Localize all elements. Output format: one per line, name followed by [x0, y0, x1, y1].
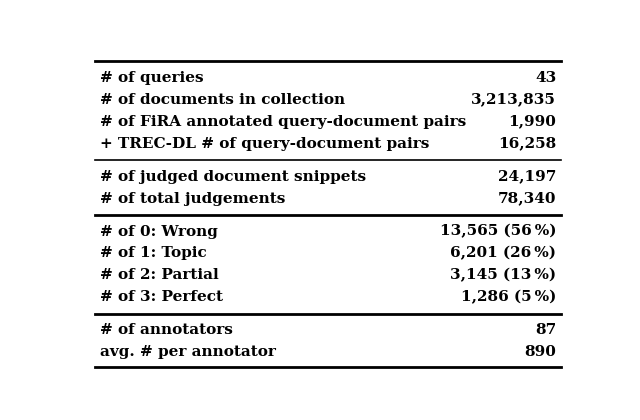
Text: # of 3: Perfect: # of 3: Perfect [100, 291, 223, 304]
Text: # of FiRA annotated query-document pairs: # of FiRA annotated query-document pairs [100, 115, 466, 129]
Text: # of queries: # of queries [100, 71, 204, 84]
Text: 1,286 (5 %): 1,286 (5 %) [461, 290, 556, 304]
Text: # of 2: Partial: # of 2: Partial [100, 268, 219, 283]
Text: # of 0: Wrong: # of 0: Wrong [100, 225, 218, 239]
Text: 16,258: 16,258 [498, 136, 556, 150]
Text: 13,565 (56 %): 13,565 (56 %) [440, 224, 556, 239]
Text: 6,201 (26 %): 6,201 (26 %) [450, 247, 556, 260]
Text: # of annotators: # of annotators [100, 323, 233, 337]
Text: 3,213,835: 3,213,835 [471, 92, 556, 107]
Text: # of total judgements: # of total judgements [100, 192, 285, 205]
Text: 78,340: 78,340 [498, 192, 556, 205]
Text: 24,197: 24,197 [498, 170, 556, 184]
Text: 890: 890 [524, 346, 556, 360]
Text: # of 1: Topic: # of 1: Topic [100, 247, 207, 260]
Text: 3,145 (13 %): 3,145 (13 %) [450, 268, 556, 283]
Text: # of judged document snippets: # of judged document snippets [100, 170, 366, 184]
Text: 87: 87 [535, 323, 556, 337]
Text: avg. # per annotator: avg. # per annotator [100, 346, 276, 360]
Text: 1,990: 1,990 [508, 115, 556, 129]
Text: # of documents in collection: # of documents in collection [100, 92, 345, 107]
Text: + TREC-DL # of query-document pairs: + TREC-DL # of query-document pairs [100, 136, 429, 150]
Text: 43: 43 [535, 71, 556, 84]
